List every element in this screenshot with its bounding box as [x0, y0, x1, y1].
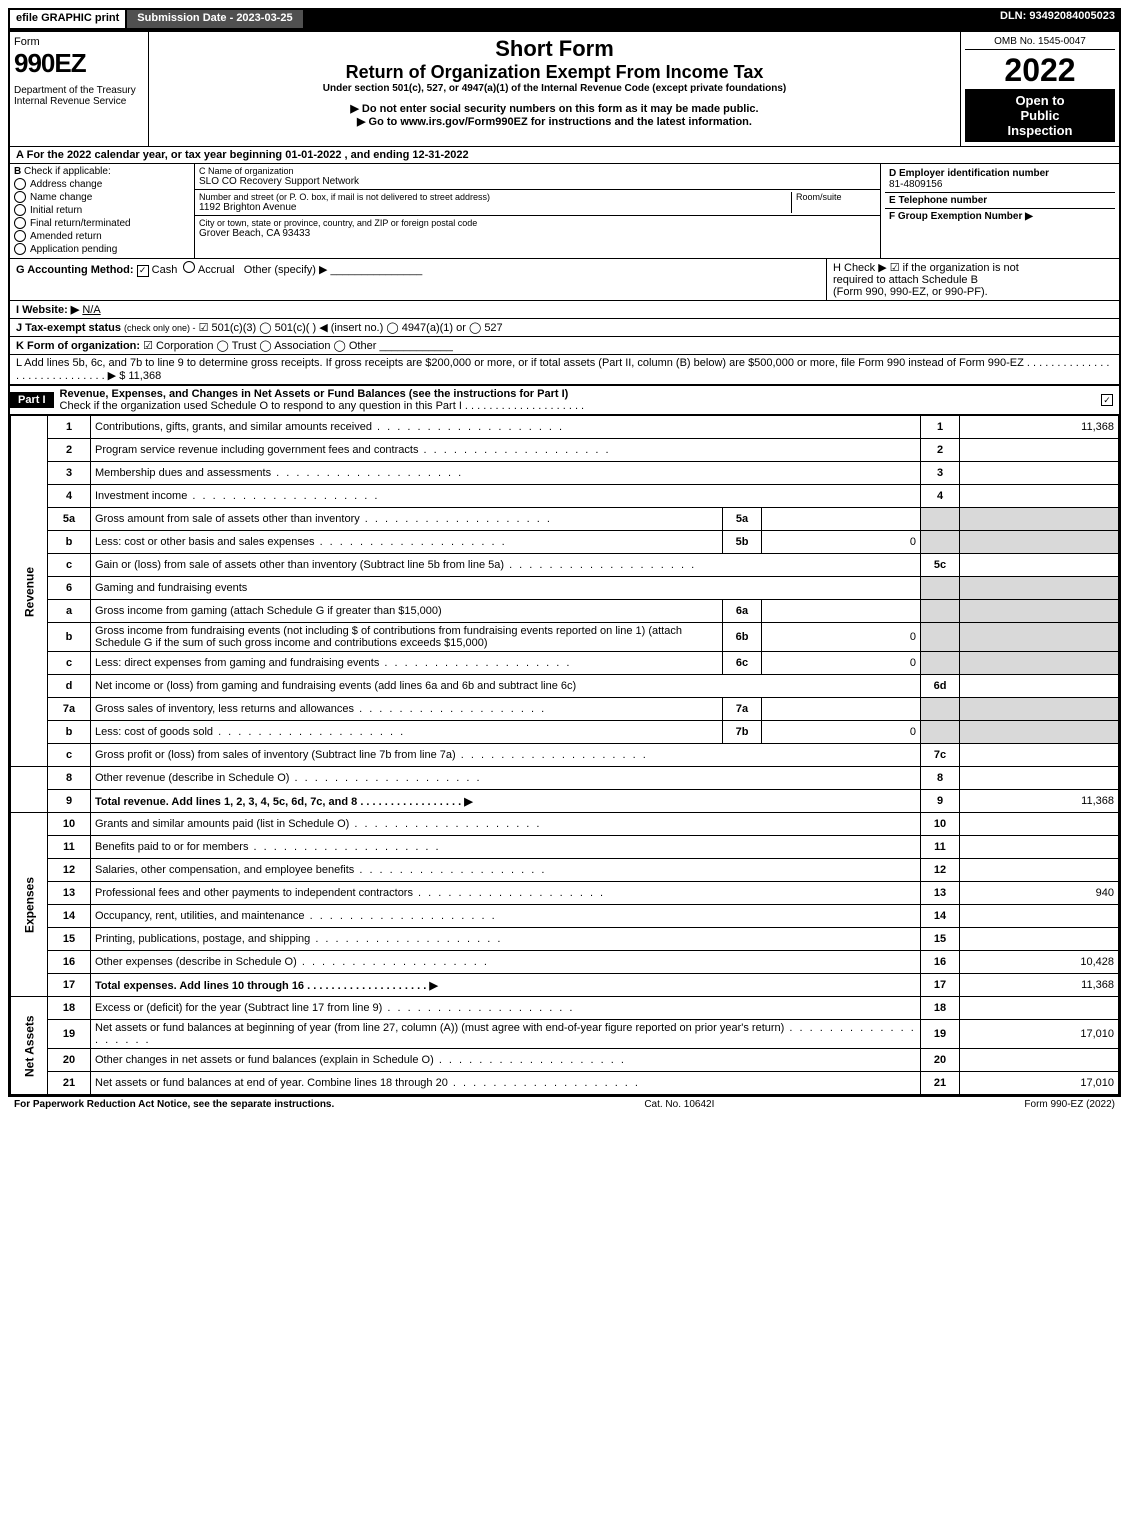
phone-label: E Telephone number	[889, 195, 1111, 206]
title-short-form: Short Form	[155, 36, 954, 62]
city-label: City or town, state or province, country…	[199, 218, 876, 228]
ein-label: D Employer identification number	[889, 168, 1111, 179]
dln: DLN: 93492084005023	[994, 8, 1121, 30]
form-header: Form 990EZ Department of the Treasury In…	[10, 32, 1119, 147]
website-value: N/A	[82, 304, 100, 316]
goto-link[interactable]: ▶ Go to www.irs.gov/Form990EZ for instru…	[155, 115, 954, 128]
group-exemption-label: F Group Exemption Number ▶	[889, 211, 1111, 222]
cb-cash[interactable]: ✓	[137, 265, 149, 277]
form-name: 990EZ	[14, 48, 144, 79]
cb-application-pending[interactable]	[14, 243, 26, 255]
section-h: H Check ▶ ☑ if the organization is not r…	[826, 259, 1119, 300]
cb-name-change[interactable]	[14, 191, 26, 203]
cb-accrual[interactable]	[183, 261, 195, 273]
amount-1: 11,368	[960, 416, 1119, 439]
footer-left: For Paperwork Reduction Act Notice, see …	[14, 1099, 334, 1110]
ssn-warning: ▶ Do not enter social security numbers o…	[155, 102, 954, 115]
dept-treasury: Department of the Treasury	[14, 85, 144, 96]
side-revenue: Revenue	[11, 416, 48, 767]
org-name-label: C Name of organization	[199, 166, 876, 176]
part-1-header: Part I Revenue, Expenses, and Changes in…	[10, 385, 1119, 415]
top-bar: efile GRAPHIC print Submission Date - 20…	[8, 8, 1121, 30]
side-expenses: Expenses	[11, 813, 48, 997]
submission-date: Submission Date - 2023-03-25	[127, 8, 304, 30]
irs-label: Internal Revenue Service	[14, 96, 144, 107]
section-j: J Tax-exempt status (check only one) - ☑…	[10, 319, 1119, 337]
amount-9: 11,368	[960, 790, 1119, 813]
title-return: Return of Organization Exempt From Incom…	[155, 62, 954, 83]
cb-amended[interactable]	[14, 230, 26, 242]
cb-address-change[interactable]	[14, 178, 26, 190]
addr-label: Number and street (or P. O. box, if mail…	[199, 192, 791, 202]
amount-17: 11,368	[960, 974, 1119, 997]
section-l: L Add lines 5b, 6c, and 7b to line 9 to …	[10, 355, 1119, 385]
org-name: SLO CO Recovery Support Network	[199, 176, 876, 187]
footer: For Paperwork Reduction Act Notice, see …	[8, 1097, 1121, 1112]
section-def: D Employer identification number 81-4809…	[880, 164, 1119, 258]
omb-number: OMB No. 1545-0047	[965, 36, 1115, 50]
section-i: I Website: ▶ N/A	[10, 301, 1119, 319]
cb-final-return[interactable]	[14, 217, 26, 229]
footer-right: Form 990-EZ (2022)	[1024, 1099, 1115, 1110]
section-a: A For the 2022 calendar year, or tax yea…	[10, 147, 1119, 164]
section-c: C Name of organization SLO CO Recovery S…	[195, 164, 880, 258]
org-address: 1192 Brighton Avenue	[199, 202, 791, 213]
section-bcdef: B Check if applicable: Address change Na…	[10, 164, 1119, 259]
footer-cat: Cat. No. 10642I	[644, 1099, 714, 1110]
section-b: B Check if applicable: Address change Na…	[10, 164, 195, 258]
ein-value: 81-4809156	[889, 179, 1111, 190]
part1-table: Revenue 1 Contributions, gifts, grants, …	[10, 415, 1119, 1095]
amount-16: 10,428	[960, 951, 1119, 974]
section-gh: G Accounting Method: ✓ Cash Accrual Othe…	[10, 259, 1119, 301]
side-net-assets: Net Assets	[11, 997, 48, 1095]
form-container: Form 990EZ Department of the Treasury In…	[8, 30, 1121, 1097]
part-1-label: Part I	[10, 392, 54, 408]
amount-19: 17,010	[960, 1020, 1119, 1049]
section-k: K Form of organization: ☑ Corporation ◯ …	[10, 337, 1119, 355]
org-city: Grover Beach, CA 93433	[199, 228, 876, 239]
subtitle: Under section 501(c), 527, or 4947(a)(1)…	[155, 83, 954, 94]
room-suite-label: Room/suite	[791, 192, 876, 213]
form-label: Form	[14, 36, 144, 48]
amount-21: 17,010	[960, 1072, 1119, 1095]
open-inspection: Open to Public Inspection	[965, 89, 1115, 142]
efile-print[interactable]: efile GRAPHIC print	[8, 8, 127, 30]
amount-13: 940	[960, 882, 1119, 905]
tax-year: 2022	[965, 52, 1115, 89]
cb-initial-return[interactable]	[14, 204, 26, 216]
cb-part1-schedule-o[interactable]: ✓	[1101, 394, 1113, 406]
